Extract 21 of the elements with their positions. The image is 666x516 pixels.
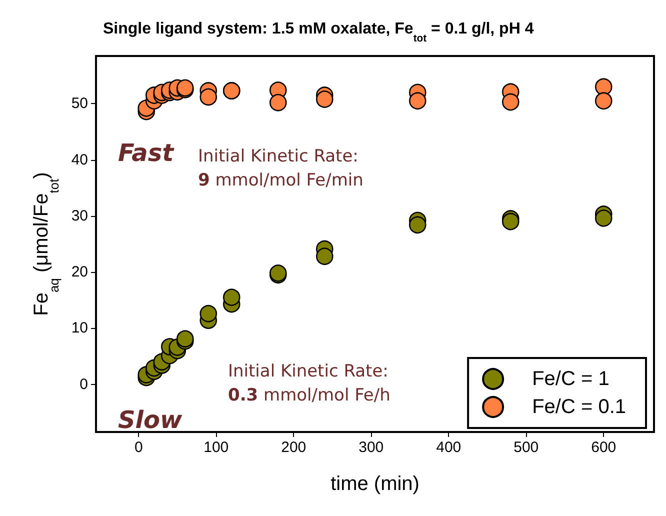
annotation: Slow <box>118 406 183 434</box>
y-tick-label: 40 <box>71 151 88 168</box>
x-tick-label: 600 <box>591 439 616 456</box>
y-tick-label: 50 <box>71 95 88 112</box>
x-tick-label: 0 <box>134 439 143 456</box>
y-axis-title: Feaq (μmol/Fetot) <box>30 172 62 316</box>
x-tick-label: 500 <box>514 439 539 456</box>
x-axis-title: time (min) <box>330 473 420 495</box>
legend-label: Fe/C = 0.1 <box>532 396 626 418</box>
legend-label: Fe/C = 1 <box>532 368 610 390</box>
y-tick-label: 20 <box>71 264 88 281</box>
y-tick-label: 10 <box>71 320 88 337</box>
y-tick-label: 0 <box>80 376 88 393</box>
x-tick-label: 100 <box>204 439 229 456</box>
annotation: Fast <box>118 139 176 167</box>
y-tick-label: 30 <box>71 207 88 224</box>
x-tick-label: 300 <box>358 439 384 456</box>
x-tick-label: 400 <box>436 439 462 456</box>
annotation: Initial Kinetic Rate: 0.3 mmol/mol Fe/h <box>228 362 390 406</box>
x-tick-label: 200 <box>281 439 306 456</box>
annotation: Initial Kinetic Rate: 9 mmol/mol Fe/min <box>198 146 364 190</box>
